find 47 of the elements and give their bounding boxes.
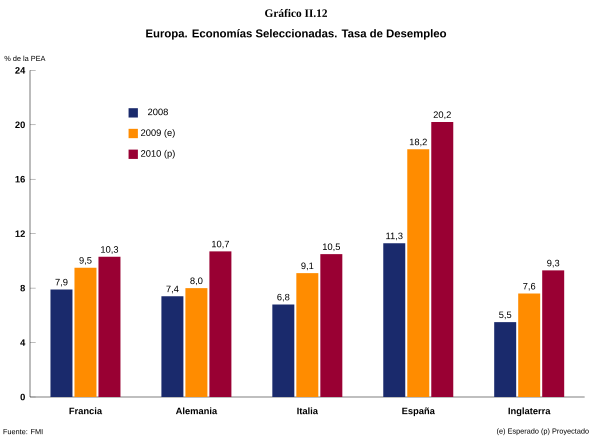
data-label: 6,8 [277, 294, 290, 302]
bar [431, 122, 454, 397]
x-tick-label: Francia [70, 407, 102, 414]
data-label: 20,2 [434, 111, 451, 120]
y-tick-label: 8 [20, 284, 25, 292]
chart-subtitle: Europa. Economías Seleccionadas. Tasa de Desempleo [146, 28, 446, 40]
bar [296, 273, 318, 397]
bar [74, 268, 96, 397]
data-label: 9,3 [547, 260, 560, 268]
bar [383, 243, 406, 397]
data-label: 10,7 [212, 240, 230, 248]
bar [185, 288, 208, 397]
bar [209, 251, 232, 397]
bar [98, 256, 120, 397]
data-label: 5,5 [499, 312, 512, 320]
chart-title: Gráfico II.12 [265, 8, 328, 18]
data-label: 18,2 [410, 138, 427, 146]
y-tick-label: 4 [20, 339, 26, 346]
x-tick-label: Alemania [176, 407, 218, 414]
data-label: 10,5 [322, 243, 340, 252]
bar [407, 149, 430, 397]
x-tick-label: España [402, 407, 435, 416]
data-label: 8,0 [190, 277, 203, 286]
data-label: 11,3 [386, 232, 403, 240]
data-label: 7,9 [55, 278, 68, 287]
data-label: 9,1 [301, 262, 314, 270]
legend-label: 2008 [148, 108, 168, 116]
y-tick-label: 12 [16, 230, 25, 237]
data-label: 9,5 [79, 257, 92, 265]
bar [518, 294, 540, 397]
data-label: 10,3 [101, 246, 118, 254]
data-label: 7,4 [166, 286, 179, 294]
bar [272, 304, 294, 397]
x-tick-label: Italia [297, 407, 318, 414]
y-tick-label: 24 [15, 67, 26, 74]
bar [50, 289, 72, 397]
data-label: 7,6 [523, 282, 536, 291]
legend-label: 2009 (e) [141, 129, 175, 138]
bar [320, 254, 342, 397]
y-tick-label: 20 [15, 121, 25, 128]
legend-label: 2010 (p) [141, 150, 175, 159]
bar [161, 296, 184, 397]
bar [542, 270, 564, 397]
bar [494, 322, 516, 397]
y-tick-label: 0 [20, 394, 25, 400]
y-tick-label: 16 [16, 176, 25, 183]
x-tick-label: Inglaterra [508, 407, 551, 416]
